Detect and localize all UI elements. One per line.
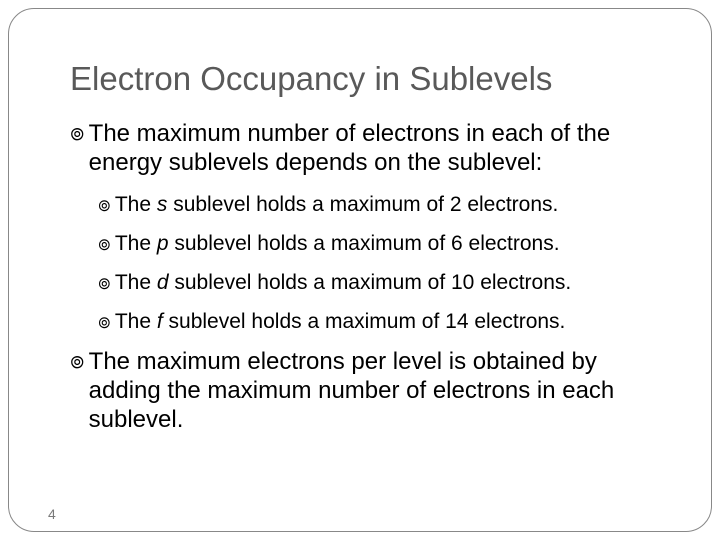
- slide-title: Electron Occupancy in Sublevels: [70, 60, 650, 98]
- bullet-text: The maximum electrons per level is obtai…: [89, 348, 650, 434]
- sub-bullet-text: The p sublevel holds a maximum of 6 elec…: [115, 231, 650, 256]
- bullet-marker-icon: ๏: [98, 309, 111, 333]
- bullet-marker-icon: ๏: [70, 348, 85, 376]
- sub-bullet-item: ๏ The d sublevel holds a maximum of 10 e…: [98, 270, 650, 295]
- bullet-marker-icon: ๏: [98, 270, 111, 294]
- bullet-text: The maximum number of electrons in each …: [89, 120, 650, 178]
- page-number: 4: [48, 506, 56, 522]
- bullet-marker-icon: ๏: [98, 231, 111, 255]
- sub-bullet-item: ๏ The f sublevel holds a maximum of 14 e…: [98, 309, 650, 334]
- bullet-item: ๏ The maximum electrons per level is obt…: [70, 348, 650, 434]
- bullet-marker-icon: ๏: [70, 120, 85, 148]
- sub-bullet-text: The f sublevel holds a maximum of 14 ele…: [115, 309, 650, 334]
- slide-content: Electron Occupancy in Sublevels ๏ The ma…: [0, 0, 720, 540]
- sub-bullet-text: The s sublevel holds a maximum of 2 elec…: [115, 192, 650, 217]
- sub-bullet-item: ๏ The s sublevel holds a maximum of 2 el…: [98, 192, 650, 217]
- sub-bullet-text: The d sublevel holds a maximum of 10 ele…: [115, 270, 650, 295]
- sub-bullet-item: ๏ The p sublevel holds a maximum of 6 el…: [98, 231, 650, 256]
- bullet-item: ๏ The maximum number of electrons in eac…: [70, 120, 650, 178]
- bullet-marker-icon: ๏: [98, 192, 111, 216]
